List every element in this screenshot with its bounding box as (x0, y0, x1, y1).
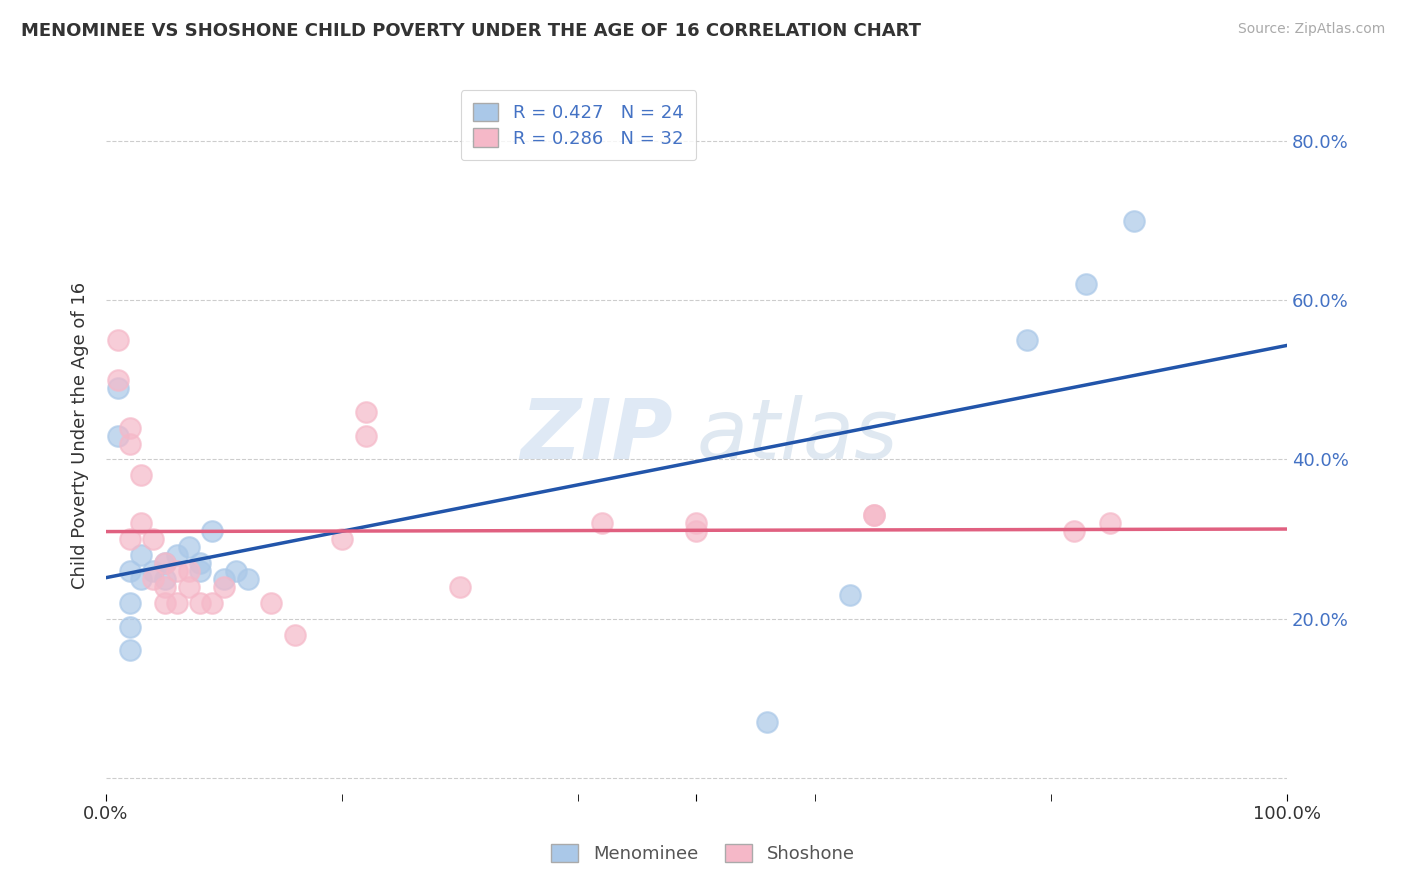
Point (354, 405, 377, 419)
Point (862, 508, 884, 523)
Point (177, 540, 200, 554)
Point (166, 548, 188, 562)
Point (1063, 524, 1085, 538)
Point (190, 556, 212, 570)
Point (1076, 277, 1098, 292)
Point (212, 580, 235, 594)
Point (153, 572, 176, 586)
Point (118, 436, 141, 450)
Point (284, 627, 307, 641)
Point (1017, 333, 1039, 347)
Point (166, 564, 188, 578)
Point (201, 596, 224, 610)
Text: ZIP: ZIP (520, 395, 673, 476)
Point (212, 572, 235, 586)
Point (330, 532, 353, 546)
Point (118, 564, 141, 578)
Point (131, 548, 153, 562)
Point (142, 564, 165, 578)
Point (131, 468, 153, 483)
Point (131, 572, 153, 586)
Point (685, 524, 707, 538)
Text: MENOMINEE VS SHOSHONE CHILD POVERTY UNDER THE AGE OF 16 CORRELATION CHART: MENOMINEE VS SHOSHONE CHILD POVERTY UNDE… (21, 22, 921, 40)
Point (1098, 516, 1121, 530)
Point (118, 532, 141, 546)
Point (107, 381, 129, 395)
Point (177, 564, 200, 578)
Point (190, 564, 212, 578)
Point (839, 588, 862, 602)
Point (225, 564, 247, 578)
Point (201, 524, 224, 538)
Point (118, 643, 141, 657)
Y-axis label: Child Poverty Under the Age of 16: Child Poverty Under the Age of 16 (72, 282, 89, 589)
Point (153, 596, 176, 610)
Point (354, 428, 377, 442)
Point (118, 619, 141, 633)
Point (118, 596, 141, 610)
Point (107, 428, 129, 442)
Point (862, 508, 884, 523)
Point (1122, 213, 1144, 227)
Point (190, 596, 212, 610)
Point (107, 373, 129, 387)
Legend: R = 0.427   N = 24, R = 0.286   N = 32: R = 0.427 N = 24, R = 0.286 N = 32 (461, 90, 696, 161)
Point (118, 420, 141, 434)
Legend: Menominee, Shoshone: Menominee, Shoshone (540, 833, 866, 874)
Point (131, 516, 153, 530)
Text: atlas: atlas (696, 395, 898, 476)
Point (166, 596, 188, 610)
Point (236, 572, 259, 586)
Point (153, 580, 176, 594)
Point (142, 532, 165, 546)
Text: Source: ZipAtlas.com: Source: ZipAtlas.com (1237, 22, 1385, 37)
Point (449, 580, 471, 594)
Point (685, 516, 707, 530)
Point (591, 516, 613, 530)
Point (142, 572, 165, 586)
Point (756, 714, 779, 729)
Point (107, 333, 129, 347)
Point (177, 580, 200, 594)
Point (153, 556, 176, 570)
Point (153, 556, 176, 570)
Point (260, 596, 283, 610)
